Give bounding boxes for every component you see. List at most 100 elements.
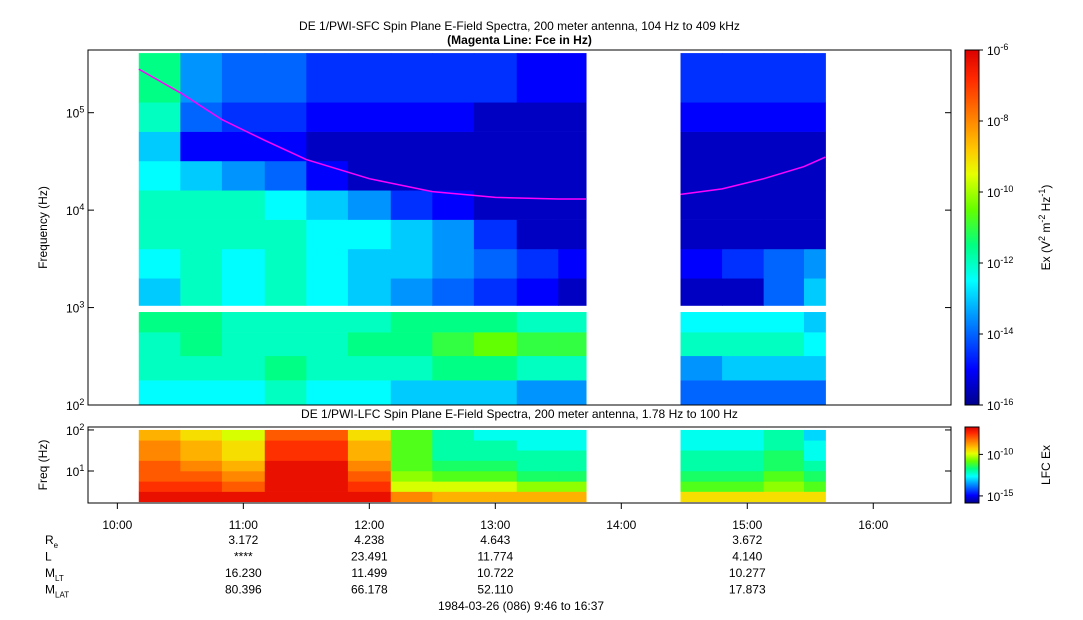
spectrogram-cell: [264, 248, 307, 279]
ephemeris-value: 80.396: [225, 583, 262, 597]
ephemeris-value: 10.722: [477, 566, 514, 580]
spectrogram-cell: [722, 450, 765, 461]
ephemeris-value: 11.499: [351, 566, 387, 580]
spectrogram-cell: [680, 380, 723, 406]
colorbar-tick-label-exp: -16: [1000, 397, 1013, 407]
spectrogram-cell: [432, 102, 475, 132]
spectrogram-cell: [722, 278, 765, 306]
spectrogram-cell: [680, 160, 723, 191]
spectrogram-cell: [347, 219, 392, 250]
spectrogram-cell: [432, 491, 475, 503]
spectrogram-cell: [390, 190, 433, 220]
spectrogram-cell: [803, 248, 826, 279]
y-tick-label-exp: 1: [79, 463, 84, 473]
spectrogram-cell: [722, 131, 765, 162]
spectrogram-cell: [516, 131, 559, 162]
spectrogram-cell: [347, 312, 392, 333]
spectrogram-cell: [558, 278, 587, 306]
spectrogram-cell: [432, 355, 475, 381]
spectrogram-cell: [390, 481, 433, 492]
colorbar-label: Ex (V2 m-2 Hz-1): [1037, 185, 1053, 271]
spectrogram-cell: [138, 470, 181, 482]
spectrogram-cell: [390, 219, 433, 250]
colorbar-tick-label-base: 10: [987, 186, 1001, 200]
spectrogram-cell: [306, 355, 349, 381]
spectrogram-cell: [432, 53, 475, 103]
spectrogram-cell: [803, 332, 826, 357]
spectrogram-cell: [473, 332, 518, 357]
spectrogram-cell: [722, 491, 765, 503]
spectrogram-cell: [473, 460, 518, 472]
x-tick-label: 16:00: [858, 518, 888, 532]
spectrogram-cell: [180, 470, 223, 482]
ephemeris-value: 16.230: [225, 566, 262, 580]
spectrogram-cell: [516, 219, 559, 250]
spectrogram-cell: [558, 219, 587, 250]
spectrogram-cell: [722, 248, 765, 279]
spectrogram-cell: [680, 429, 723, 441]
spectrogram-cell: [558, 332, 587, 357]
spectrogram-cell: [138, 131, 181, 162]
spectrogram-cell: [306, 190, 349, 220]
ephemeris-value: 4.140: [732, 550, 762, 564]
spectrogram-cell: [264, 190, 307, 220]
spectrogram-cell: [390, 312, 433, 333]
colorbar-tick-label-exp: -6: [1000, 42, 1008, 52]
spectrogram-cell: [558, 380, 587, 406]
spectrogram-cell: [306, 429, 349, 441]
spectrogram-cell: [264, 160, 307, 191]
spectrogram-cell: [803, 102, 826, 132]
spectrogram-cell: [516, 460, 559, 472]
spectrogram-cell: [264, 355, 307, 381]
spectrogram-cell: [803, 481, 826, 492]
spectrogram-cell: [722, 102, 765, 132]
spectrogram-cell: [180, 481, 223, 492]
ephemeris-value: 52.110: [477, 583, 513, 597]
spectrogram-cell: [722, 440, 765, 451]
spectrogram-cell: [803, 380, 826, 406]
ephemeris-value: 4.238: [354, 533, 384, 547]
spectrogram-cell: [138, 481, 181, 492]
spectrogram-cell: [432, 440, 475, 451]
spectrogram-cell: [763, 332, 805, 357]
spectrogram-cell: [221, 470, 266, 482]
spectrogram-cell: [138, 460, 181, 472]
spectrogram-cell: [390, 102, 433, 132]
spectrogram-cell: [432, 131, 475, 162]
ephemeris-label-main: L: [45, 550, 52, 564]
spectrogram-cell: [803, 429, 826, 441]
spectrogram-cell: [558, 450, 587, 461]
spectrogram-cell: [516, 312, 559, 333]
spectrogram-cell: [180, 312, 223, 333]
spectrogram-cell: [763, 190, 805, 220]
spectrogram-cell: [347, 160, 392, 191]
y-tick-label: 102: [66, 422, 84, 438]
spectrogram-cell: [680, 491, 723, 503]
spectrogram-cell: [180, 248, 223, 279]
spectrogram-cell: [558, 429, 587, 441]
spectrogram-cell: [347, 53, 392, 103]
spectrogram-cell: [680, 131, 723, 162]
fce-line: [138, 68, 826, 200]
spectrogram-cell: [390, 429, 433, 441]
spectrogram-cell: [558, 470, 587, 482]
spectrogram-cell: [803, 190, 826, 220]
panel-title: DE 1/PWI-LFC Spin Plane E-Field Spectra,…: [301, 407, 738, 421]
spectrogram-cell: [306, 491, 349, 503]
spectrogram-cell: [138, 53, 181, 103]
colorbar-tick-label-base: 10: [987, 399, 1001, 413]
spectrogram-cell: [763, 312, 805, 333]
spectrogram-cell: [390, 248, 433, 279]
spectrogram-cell: [264, 278, 307, 306]
colorbar-tick-label-base: 10: [987, 328, 1001, 342]
panel-subtitle: (Magenta Line: Fce in Hz): [447, 33, 592, 47]
spectrogram-cell: [680, 219, 723, 250]
spectrogram-cell: [347, 450, 392, 461]
spectrogram-cell: [558, 53, 587, 103]
y-tick-label-base: 10: [66, 204, 80, 218]
spectrogram-cell: [180, 278, 223, 306]
spectrogram-cell: [763, 102, 805, 132]
spectrogram-cell: [516, 491, 559, 503]
spectrogram-cell: [432, 332, 475, 357]
spectrogram-cell: [264, 429, 307, 441]
